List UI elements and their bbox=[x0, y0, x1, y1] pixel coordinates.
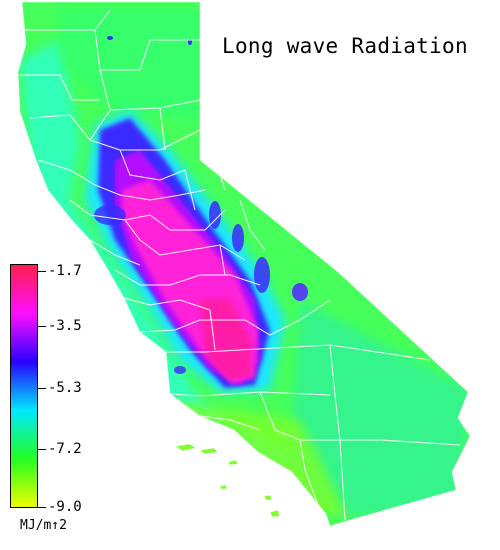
legend-tick bbox=[38, 271, 46, 272]
color-scale-bar bbox=[10, 264, 38, 508]
legend-unit: MJ/m↑2 bbox=[20, 518, 67, 533]
legend-tick bbox=[38, 388, 46, 389]
legend-tick bbox=[38, 326, 46, 327]
state-outline bbox=[17, 1, 471, 527]
legend-label: -1.7 bbox=[48, 263, 82, 279]
legend-label: -3.5 bbox=[48, 318, 82, 334]
legend-label: -7.2 bbox=[48, 441, 82, 457]
channel-islands bbox=[175, 443, 281, 518]
legend-label: -5.3 bbox=[48, 380, 82, 396]
legend-label: -9.0 bbox=[48, 499, 82, 515]
county-lines bbox=[20, 9, 461, 521]
legend-tick bbox=[38, 449, 46, 450]
map-title: Long wave Radiation bbox=[222, 34, 468, 58]
legend-tick bbox=[38, 507, 46, 508]
